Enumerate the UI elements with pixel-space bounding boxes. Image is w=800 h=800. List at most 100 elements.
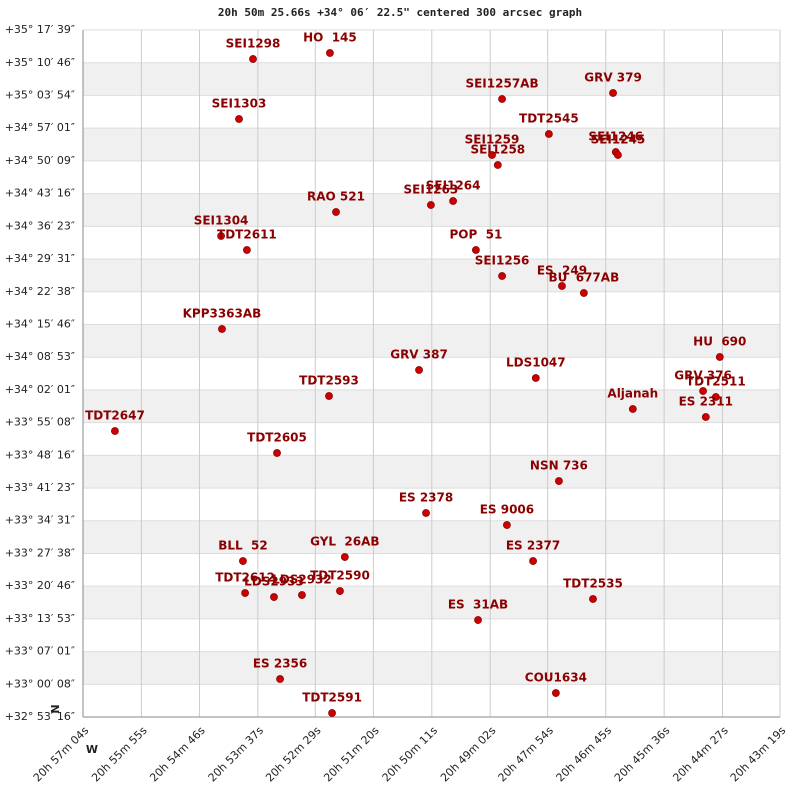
x-tick-label: 20h 50m 11s [380, 724, 441, 785]
star-label: TDT2591 [302, 691, 362, 705]
x-tick-label: 20h 45m 36s [612, 724, 673, 785]
star-marker [715, 353, 724, 361]
star-label: TDT2511 [686, 375, 746, 389]
star-marker [589, 595, 597, 603]
star-label: NSN 736 [530, 459, 588, 473]
star-label: ES 2378 [399, 491, 453, 505]
y-tick-label: +33° 55′ 08″ [5, 416, 75, 429]
star-marker [493, 161, 502, 169]
star-marker [328, 709, 336, 717]
star-marker [276, 675, 284, 683]
y-tick-label: +33° 07′ 01″ [5, 645, 75, 658]
y-tick-label: +34° 02′ 01″ [5, 383, 75, 396]
x-tick-label: 20h 43m 19s [728, 724, 789, 785]
star-marker [273, 449, 281, 457]
star-marker [325, 392, 333, 400]
star-label: SEI1245 [591, 133, 646, 147]
star-label: SEI1257AB [465, 77, 538, 91]
star-label: LDS2932 [272, 573, 332, 587]
chart-title: 20h 50m 25.66s +34° 06′ 22.5" centered 3… [218, 6, 582, 19]
y-tick-label: +33° 41′ 23″ [5, 481, 75, 494]
star-label: TDT2611 [217, 228, 277, 242]
y-tick-label: +33° 20′ 46″ [5, 579, 75, 592]
star-label: TDT2593 [299, 374, 359, 388]
star-marker [614, 151, 622, 159]
star-marker [579, 289, 588, 297]
y-tick-label: +34° 57′ 01″ [5, 121, 75, 134]
star-marker [426, 201, 435, 209]
y-tick-label: +34° 36′ 23″ [5, 219, 75, 232]
star-label: GRV 376 [674, 369, 732, 383]
star-marker [544, 130, 553, 138]
star-marker [711, 393, 720, 401]
star-marker [218, 325, 226, 333]
x-tick-label: 20h 53m 37s [206, 724, 267, 785]
star-marker [488, 151, 496, 159]
x-tick-label: 20h 44m 27s [670, 724, 731, 785]
star-label: POP 51 [449, 228, 502, 242]
star-marker [503, 521, 511, 529]
star-marker [422, 509, 430, 517]
x-tick-label: 20h 49m 02s [438, 724, 499, 785]
star-label: GRV 387 [390, 348, 448, 362]
star-label: TDT2590 [310, 569, 370, 583]
star-marker [531, 374, 540, 382]
star-marker [498, 272, 506, 280]
star-label: Aljanah [607, 387, 658, 401]
y-tick-label: +33° 13′ 53″ [5, 612, 75, 625]
star-marker [332, 208, 340, 216]
star-label: HO 145 [303, 31, 357, 45]
x-tick-label: 20h 55m 55s [89, 724, 150, 785]
y-tick-label: +34° 15′ 46″ [5, 317, 75, 330]
y-tick-label: +33° 34′ 31″ [5, 514, 75, 527]
star-label: ES 249 [537, 264, 587, 278]
star-marker [449, 197, 457, 205]
star-marker [326, 49, 334, 57]
star-marker [551, 689, 560, 697]
star-label: TDT2612 [215, 571, 275, 585]
star-marker [701, 413, 710, 421]
star-marker [699, 387, 707, 395]
star-marker [471, 246, 480, 254]
star-label: TDT2605 [247, 431, 307, 445]
star-marker [298, 591, 306, 599]
y-tick-label: +34° 29′ 31″ [5, 252, 75, 265]
star-label: ES 9006 [480, 503, 534, 517]
star-marker [474, 616, 482, 624]
star-label: COU1634 [525, 671, 587, 685]
x-tick-label: 20h 51m 20s [321, 724, 382, 785]
star-label: SEI1303 [212, 97, 267, 111]
y-tick-label: +33° 00′ 08″ [5, 677, 75, 690]
star-marker [628, 405, 637, 413]
y-tick-label: +35° 03′ 54″ [5, 88, 75, 101]
y-tick-label: +34° 08′ 53″ [5, 350, 75, 363]
star-marker [340, 553, 349, 561]
star-marker [270, 593, 278, 601]
star-label: LDS1047 [506, 356, 566, 370]
star-marker [249, 55, 257, 63]
star-label: ES 2311 [679, 395, 733, 409]
star-label: SEI1298 [226, 37, 281, 51]
star-marker [336, 587, 344, 595]
y-tick-label: +32° 53′ 16″ [5, 710, 75, 723]
star-marker [239, 557, 247, 565]
star-label: BLL 52 [218, 539, 268, 553]
compass-west: W [86, 743, 98, 756]
star-label: BU 677AB [548, 271, 619, 285]
star-label: SEI1263 [404, 183, 459, 197]
star-label: SEI1258 [470, 143, 525, 157]
star-label: HU 690 [693, 335, 746, 349]
star-label: TDT2535 [563, 577, 623, 591]
x-tick-label: 20h 54m 46s [147, 724, 208, 785]
star-marker [529, 557, 537, 565]
star-label: SEI1256 [475, 254, 530, 268]
x-tick-label: 20h 47m 54s [496, 724, 557, 785]
star-label: KPP3363AB [183, 307, 262, 321]
y-tick-label: +34° 50′ 09″ [5, 154, 75, 167]
star-label: SEI1259 [465, 133, 520, 147]
y-tick-label: +34° 22′ 38″ [5, 285, 75, 298]
star-marker [498, 95, 506, 103]
star-label: SEI1264 [426, 179, 481, 193]
star-label: GYL 26AB [310, 535, 379, 549]
